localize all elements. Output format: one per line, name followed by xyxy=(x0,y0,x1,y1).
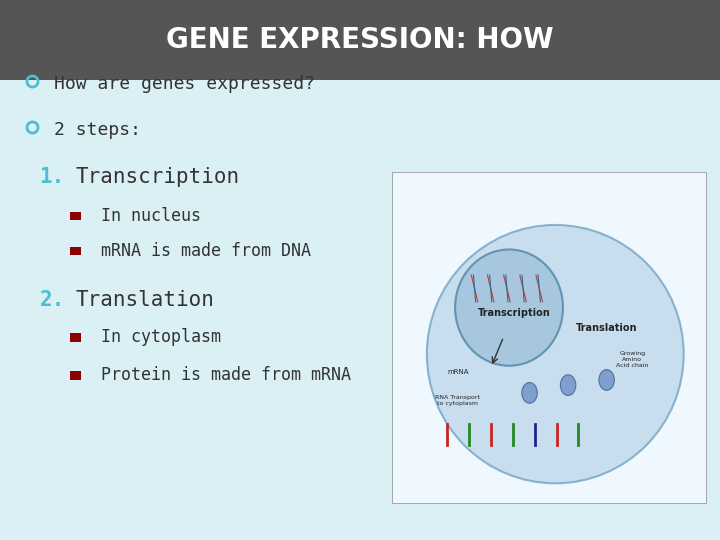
Ellipse shape xyxy=(522,382,537,403)
FancyBboxPatch shape xyxy=(392,172,706,503)
Text: How are genes expressed?: How are genes expressed? xyxy=(54,75,315,93)
Bar xyxy=(70,212,81,220)
Text: In cytoplasm: In cytoplasm xyxy=(101,328,221,347)
Text: Transcription: Transcription xyxy=(478,308,551,319)
Text: In nucleus: In nucleus xyxy=(101,207,201,225)
Text: Protein is made from mRNA: Protein is made from mRNA xyxy=(101,366,351,384)
Text: 2 steps:: 2 steps: xyxy=(54,120,141,139)
Text: Translation: Translation xyxy=(76,289,215,310)
Ellipse shape xyxy=(560,375,576,395)
Text: mRNA: mRNA xyxy=(447,369,469,375)
Ellipse shape xyxy=(427,225,684,483)
FancyBboxPatch shape xyxy=(0,80,720,540)
Text: GENE EXPRESSION: HOW: GENE EXPRESSION: HOW xyxy=(166,26,554,54)
Bar xyxy=(70,247,81,255)
Ellipse shape xyxy=(599,370,614,390)
Text: Growing
Amino
Acid chain: Growing Amino Acid chain xyxy=(616,351,649,368)
Text: Transcription: Transcription xyxy=(76,167,240,187)
Text: 2.: 2. xyxy=(40,289,65,310)
Text: 1.: 1. xyxy=(40,167,65,187)
Bar xyxy=(70,333,81,342)
Text: RNA Transport
to cytoplasm: RNA Transport to cytoplasm xyxy=(435,395,480,406)
FancyBboxPatch shape xyxy=(0,0,720,80)
Text: mRNA is made from DNA: mRNA is made from DNA xyxy=(101,242,311,260)
Text: Translation: Translation xyxy=(576,323,637,333)
Ellipse shape xyxy=(455,249,563,366)
Bar xyxy=(70,371,81,380)
